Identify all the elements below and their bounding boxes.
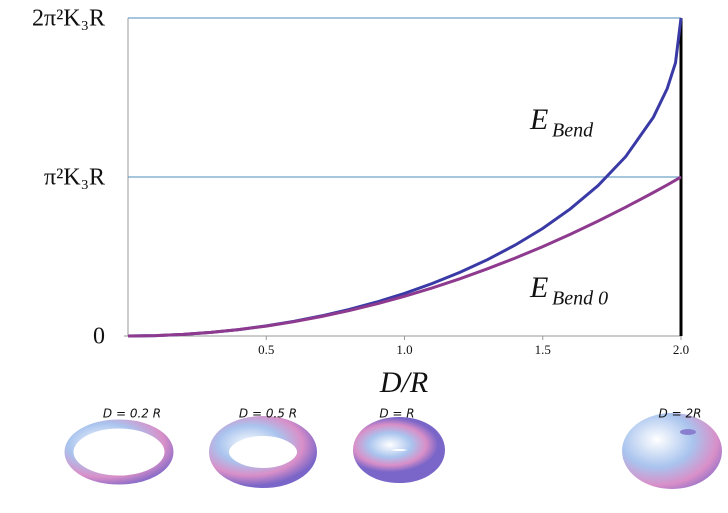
legend-label: Bend <box>552 120 594 142</box>
torus <box>353 417 445 483</box>
torus-label: D = 0.5 R <box>239 407 297 421</box>
x-axis-label: D/R <box>379 366 428 399</box>
torus <box>209 416 317 488</box>
annotation-symbol: E <box>529 103 548 136</box>
x-tick-label: 2.0 <box>673 342 689 357</box>
torus-hole <box>680 429 696 435</box>
x-tick-label: 1.5 <box>535 342 551 357</box>
y-tick-label: π²K₃R <box>44 165 105 191</box>
torus-label: D = 2R <box>659 407 702 421</box>
legend-label: Bend 0 <box>552 288 608 310</box>
y-tick-label: 0 <box>93 324 105 350</box>
x-tick-label: 1.0 <box>396 342 412 357</box>
y-tick-label: 2π²K₃R <box>32 6 105 32</box>
torus <box>622 413 722 489</box>
line-series <box>127 175 682 338</box>
x-tick-label: 0.5 <box>258 342 274 357</box>
annotation-symbol: E <box>529 271 548 304</box>
torus-label: D = R <box>379 407 414 421</box>
tori <box>64 413 722 489</box>
torus <box>64 419 174 485</box>
torus-label: D = 0.2 R <box>103 407 161 421</box>
